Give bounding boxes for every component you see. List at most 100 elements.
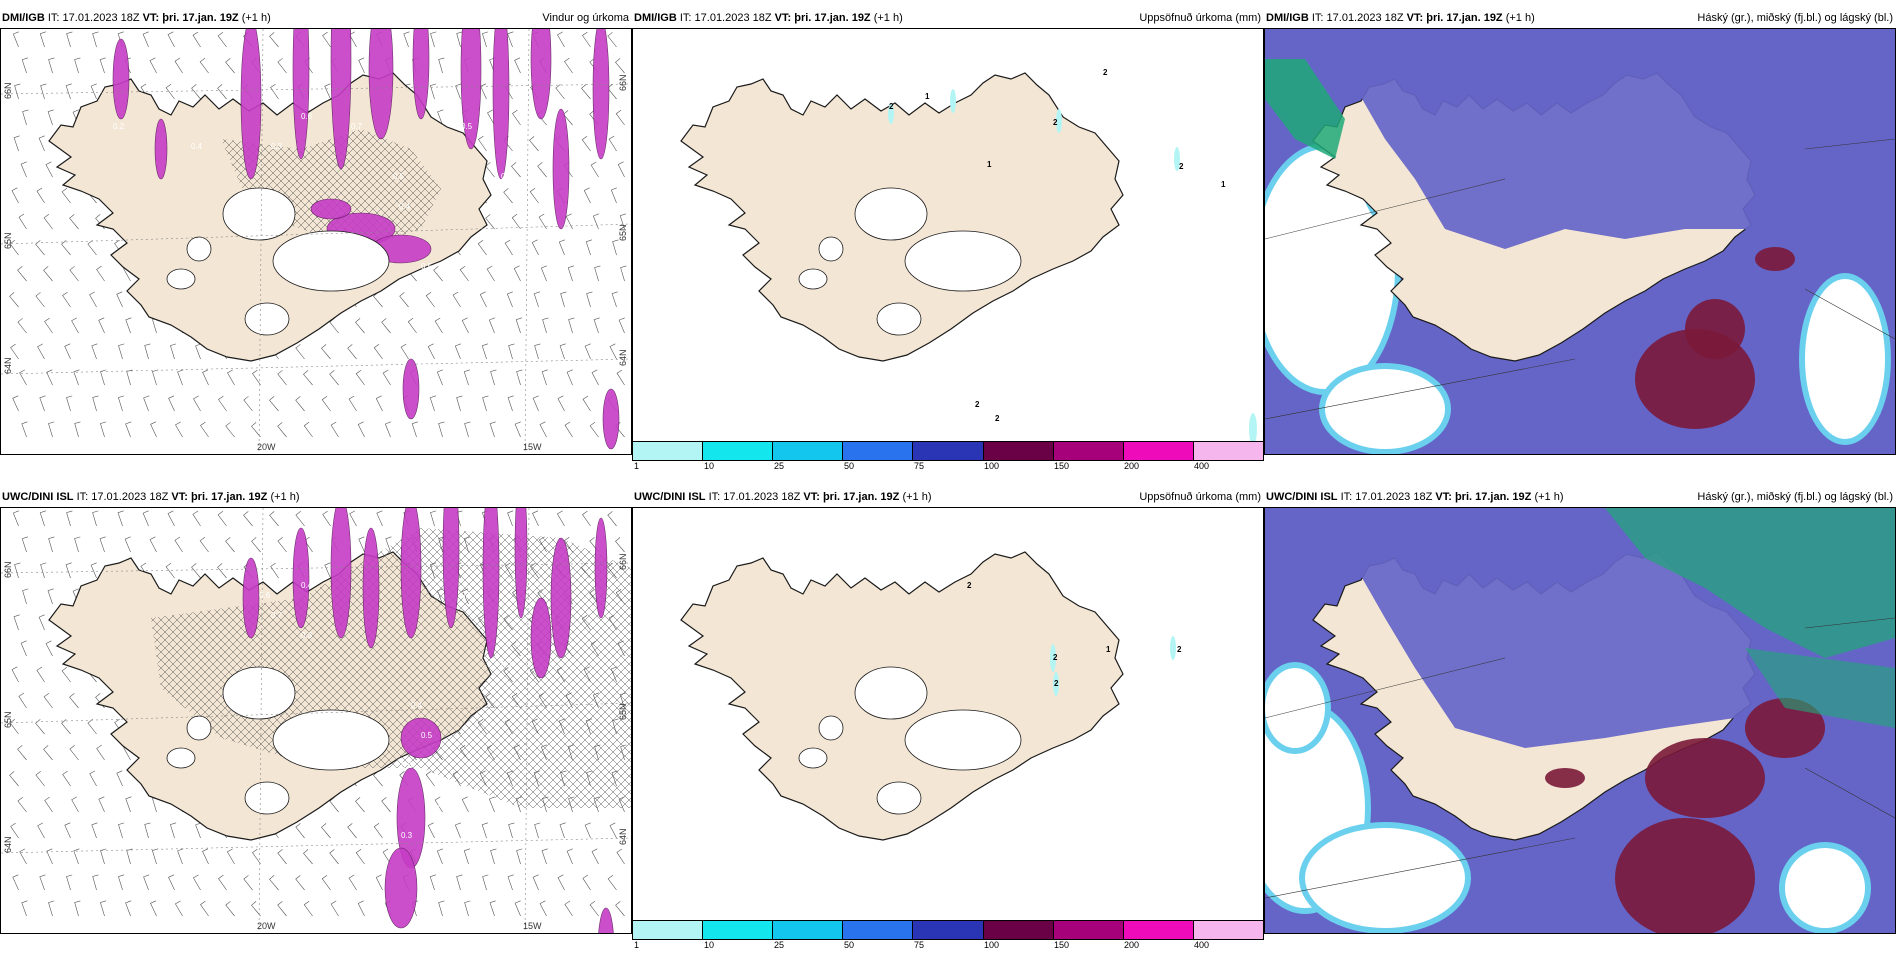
wind-barb xyxy=(251,901,261,917)
wind-barb xyxy=(532,510,539,527)
latitude-label: 66N xyxy=(3,82,13,99)
panel-header: UWC/DINI ISL IT: 17.01.2023 18Z VT: þri.… xyxy=(1264,487,1896,507)
colorbar-tick-label: 10 xyxy=(704,940,715,950)
wind-barb xyxy=(586,291,593,308)
wind-barb xyxy=(508,343,515,360)
wind-barb xyxy=(582,874,591,891)
wind-barb xyxy=(17,745,27,761)
wind-barb xyxy=(17,318,27,334)
glacier xyxy=(904,230,1022,292)
wind-barb xyxy=(452,291,461,308)
wind-barb xyxy=(556,510,565,527)
wind-barb xyxy=(477,239,487,256)
colorbar-tick-label: 100 xyxy=(984,461,1000,471)
parallel-line xyxy=(1,562,631,574)
wind-barb xyxy=(73,369,80,386)
wind-barb xyxy=(434,317,443,334)
precip-value-label: 0.3 xyxy=(271,142,283,151)
wind-barb xyxy=(251,537,261,553)
glacier xyxy=(876,302,922,336)
wind-barb xyxy=(100,900,107,917)
wind-barb xyxy=(277,422,287,438)
colorbar xyxy=(632,920,1264,940)
wind-barb xyxy=(125,421,132,438)
wind-barb xyxy=(40,562,47,579)
wind-barb xyxy=(461,796,469,813)
wind-barb xyxy=(35,292,45,308)
wind-barb xyxy=(610,187,617,204)
wind-barb xyxy=(608,135,617,152)
wind-barb xyxy=(430,83,437,100)
panel-header: DMI/IGB IT: 17.01.2023 18Z VT: þri. 17.j… xyxy=(1264,8,1896,28)
wind-barb xyxy=(348,874,357,891)
wind-barb xyxy=(329,370,339,386)
wind-barb xyxy=(269,511,279,527)
longitude-label: 20W xyxy=(257,921,276,931)
wind-barb xyxy=(100,369,107,386)
wind-barb xyxy=(591,848,599,865)
model-name: UWC/DINI ISL xyxy=(634,491,706,503)
mid-cloud-patches xyxy=(1345,69,1895,269)
grid-line xyxy=(1804,767,1895,819)
wind-barb xyxy=(456,31,463,48)
wind-barb xyxy=(191,563,201,579)
grid-lines xyxy=(1265,138,1895,420)
precip-streak xyxy=(112,38,130,120)
wind-barb xyxy=(152,848,159,865)
precip-streak xyxy=(598,907,614,933)
wind-barb xyxy=(61,666,71,683)
wind-barb xyxy=(511,213,521,230)
wind-barb xyxy=(506,291,513,308)
wind-barb xyxy=(43,745,53,761)
lead-time: (+1 h) xyxy=(270,491,300,503)
init-time: 17.01.2023 18Z xyxy=(1326,12,1404,24)
glacier xyxy=(222,666,296,720)
wind-barb xyxy=(430,510,437,527)
wind-barb xyxy=(195,343,202,360)
vt-label: VT: xyxy=(1406,12,1424,24)
wind-barb xyxy=(321,395,331,412)
grid-line xyxy=(1265,657,1506,719)
wind-barb xyxy=(411,421,418,438)
wind-barb xyxy=(355,848,365,865)
wind-barb xyxy=(503,188,513,204)
vt-label: VT: xyxy=(774,12,792,24)
wind-barb xyxy=(17,266,27,282)
clear-sky-area xyxy=(1265,668,1325,748)
precip-streak xyxy=(384,847,418,929)
wind-barb xyxy=(225,537,235,553)
wind-barb xyxy=(11,666,19,683)
wind-barb xyxy=(18,213,27,230)
panel-header: DMI/IGB IT: 17.01.2023 18Z VT: þri. 17.j… xyxy=(0,8,632,28)
wind-barb xyxy=(564,900,573,917)
wind-barb xyxy=(225,422,235,438)
panel-dmi-wind-precip: DMI/IGB IT: 17.01.2023 18Z VT: þri. 17.j… xyxy=(0,8,632,475)
wind-barb xyxy=(330,900,339,917)
wind-barb xyxy=(47,588,54,605)
wind-barb xyxy=(39,395,46,412)
valid-time: þri. 17.jan. 19Z xyxy=(1426,12,1503,24)
wind-barb xyxy=(177,848,184,865)
wind-barb xyxy=(504,239,513,256)
parallel-line xyxy=(1,702,631,724)
wind-barb xyxy=(399,292,409,308)
precip-streak xyxy=(154,118,168,180)
glaciers xyxy=(798,666,1022,815)
it-label: IT: xyxy=(47,12,60,24)
heavy-cloud-area xyxy=(1635,247,1795,429)
wind-barb xyxy=(507,510,514,527)
wind-barb xyxy=(373,822,383,839)
latitude-label: 65N xyxy=(3,711,13,728)
wind-barb xyxy=(277,537,287,553)
wind-barb xyxy=(463,848,470,865)
wind-barb xyxy=(461,317,469,334)
latitude-label: 64N xyxy=(3,836,13,853)
latitude-label: 64N xyxy=(3,357,13,374)
latitude-label: 66N xyxy=(3,561,13,578)
wind-barb xyxy=(321,344,331,360)
wind-barb xyxy=(92,874,99,891)
precip-streak xyxy=(552,108,570,230)
wind-barb xyxy=(607,874,617,891)
it-label: IT: xyxy=(679,12,692,24)
glacier xyxy=(166,747,196,769)
